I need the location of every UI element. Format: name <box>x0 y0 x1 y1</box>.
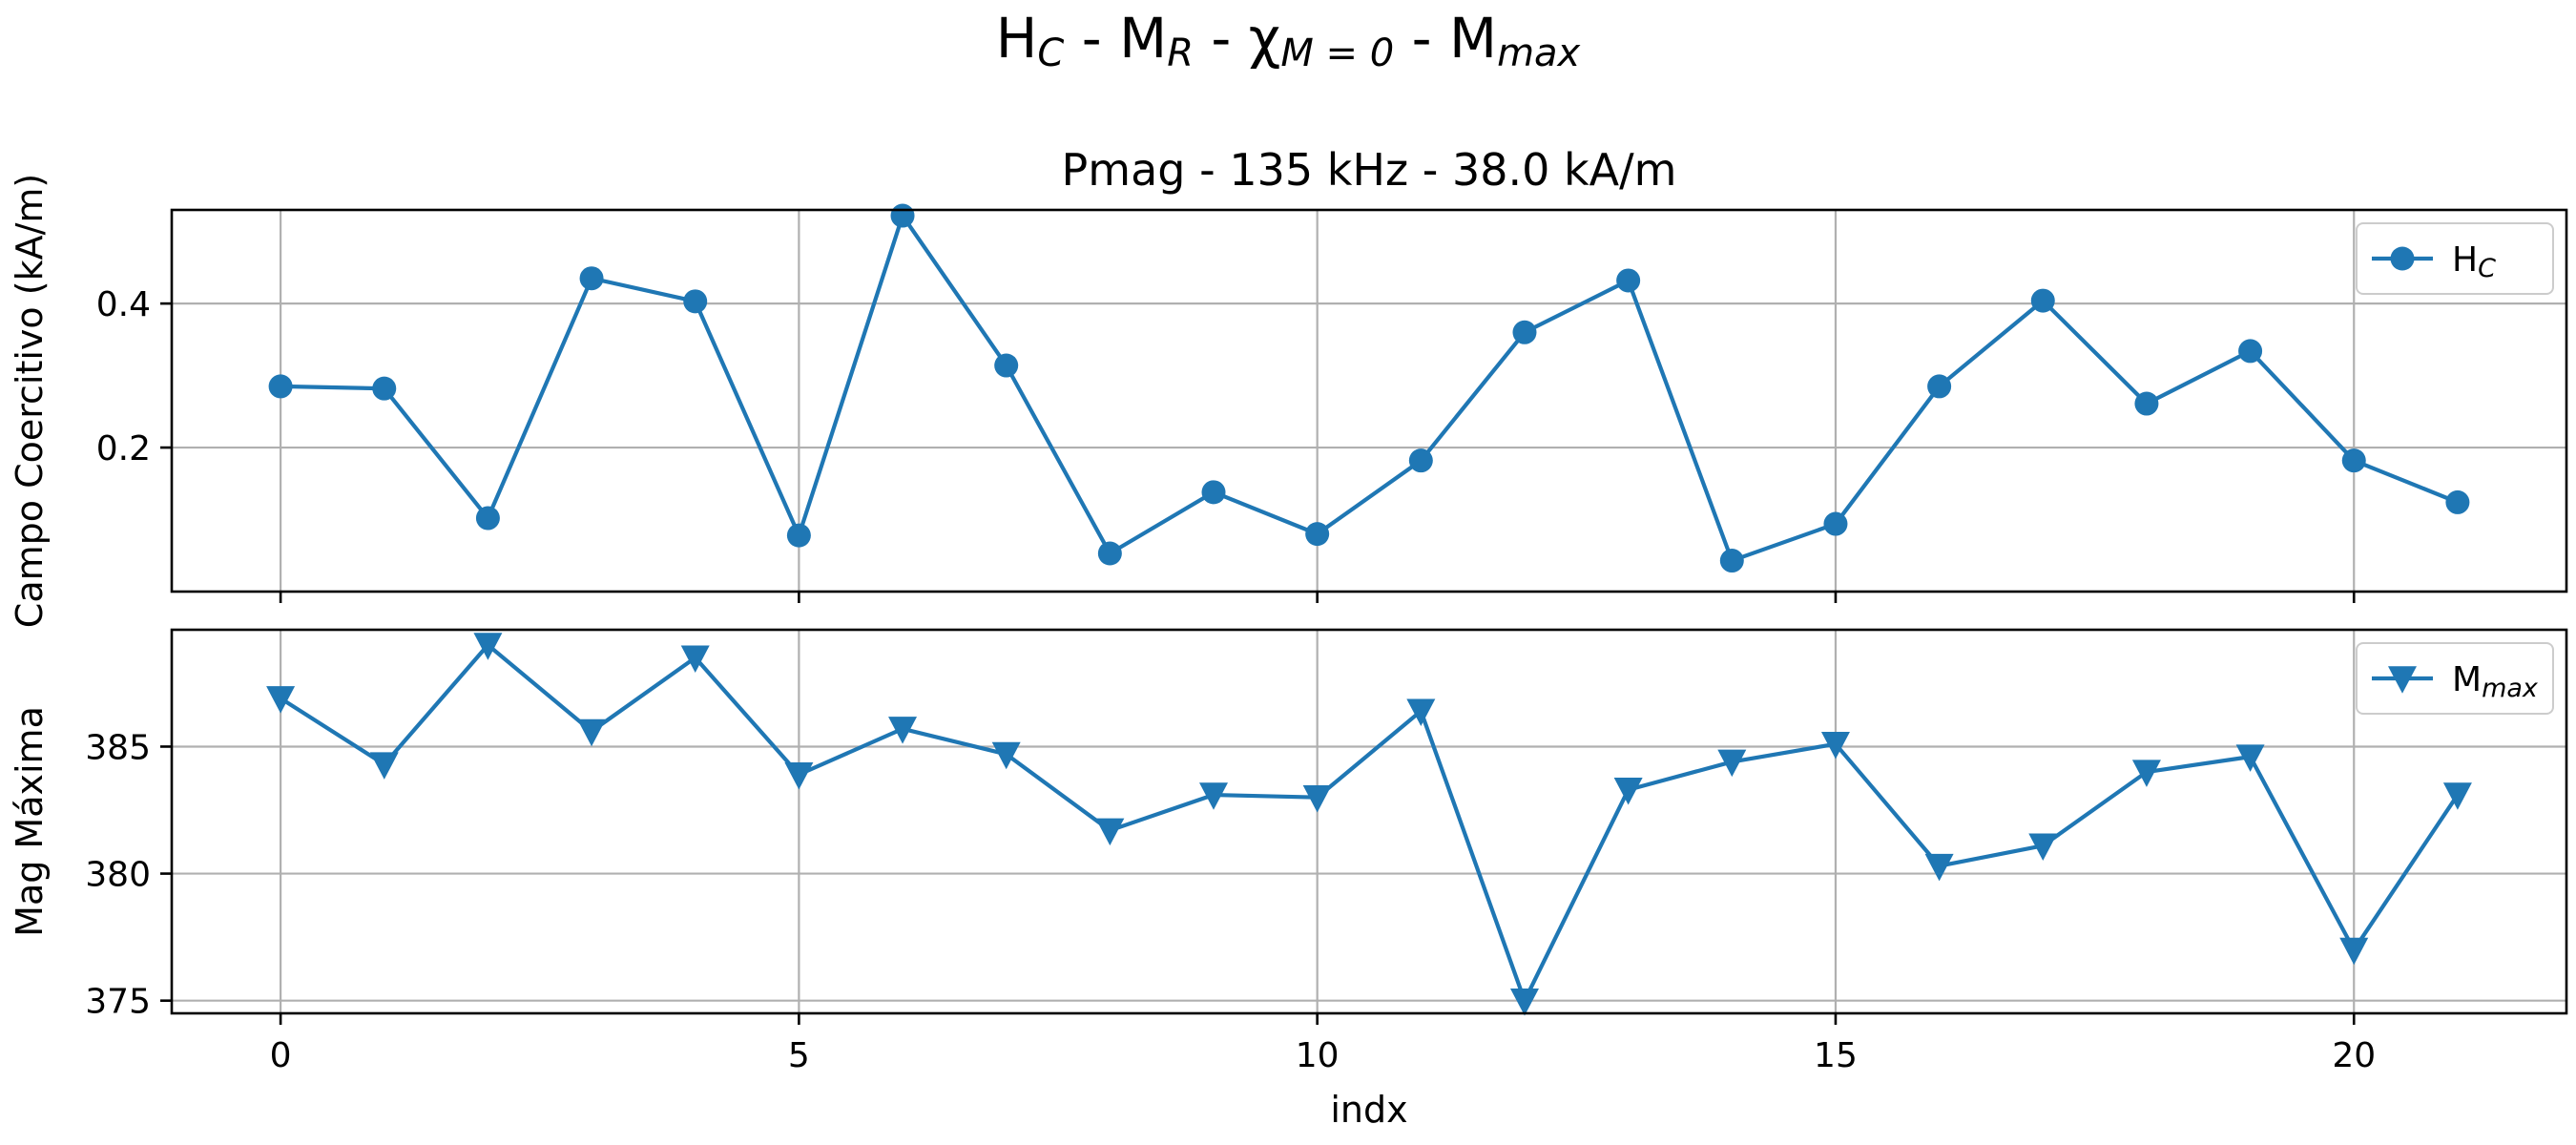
legend-label: HC <box>2452 240 2496 283</box>
data-point <box>1613 777 1643 805</box>
data-point <box>1927 374 1952 399</box>
data-point <box>2238 339 2263 364</box>
data-point <box>1719 549 1744 573</box>
data-point <box>475 506 500 531</box>
x-tick-label: 5 <box>788 1036 810 1075</box>
y-tick-label: 0.4 <box>96 285 151 324</box>
legend-marker <box>2388 666 2417 694</box>
legend-marker <box>2390 246 2415 271</box>
data-point <box>1199 782 1229 810</box>
data-point <box>579 266 604 291</box>
data-point <box>1512 320 1537 344</box>
legend-box <box>2356 642 2554 715</box>
coercive-field-panel: 0.2 0.4 Campo Coercitivo (kA/m) Pmag - 135 … <box>9 144 2568 628</box>
data-point <box>1717 749 1747 778</box>
legend-label: Mmax <box>2452 660 2539 703</box>
data-point <box>369 752 399 780</box>
data-point <box>2445 489 2470 514</box>
data-point <box>2028 833 2058 862</box>
series-line <box>279 642 2460 1003</box>
data-point <box>268 374 293 399</box>
data-point <box>266 686 296 714</box>
x-tick-label: 15 <box>1814 1036 1858 1075</box>
x-tick-label: 20 <box>2332 1036 2376 1075</box>
axes-frame <box>170 628 2568 1015</box>
y-tick-label: 380 <box>85 856 151 895</box>
axes-frame <box>170 208 2568 593</box>
data-point <box>888 717 918 744</box>
data-point <box>1509 988 1539 1016</box>
data-point <box>991 741 1021 770</box>
data-point <box>1302 784 1332 813</box>
data-point <box>2131 760 2161 787</box>
data-point <box>1201 480 1226 505</box>
data-point <box>1408 448 1433 473</box>
data-point <box>1823 511 1848 536</box>
data-point <box>1406 698 1436 726</box>
data-point <box>994 353 1019 378</box>
data-point <box>2030 288 2055 313</box>
data-point <box>683 289 708 314</box>
data-point <box>1095 818 1125 846</box>
max-magnetization-panel: 0 5 10 15 20 indx 375 380 385 Mag Máxima Mmax <box>9 628 2568 1131</box>
data-point <box>784 761 814 790</box>
data-point <box>2339 937 2369 966</box>
data-point <box>1097 541 1122 566</box>
data-point <box>2341 448 2366 473</box>
legend-box <box>2356 222 2554 295</box>
data-point <box>2235 744 2265 772</box>
data-point <box>473 633 503 660</box>
data-point <box>2442 782 2472 810</box>
figure-suptitle: HC - MR - χM = 0 - Mmax <box>996 6 1581 75</box>
data-point <box>680 645 710 674</box>
x-tick-label: 10 <box>1296 1036 1340 1075</box>
y-tick-label: 375 <box>85 983 151 1022</box>
data-point <box>2134 391 2159 416</box>
data-point <box>577 718 607 747</box>
x-axis-label: indx <box>1330 1089 1407 1131</box>
data-point <box>1924 853 1954 882</box>
y-tick-label: 385 <box>85 728 151 767</box>
data-point <box>1305 522 1330 547</box>
data-point <box>786 523 811 548</box>
y-axis-label: Campo Coercitivo (kA/m) <box>9 174 51 628</box>
x-tick-label: 0 <box>270 1036 292 1075</box>
data-point <box>1616 268 1641 293</box>
data-point <box>372 376 397 401</box>
panel-title: Pmag - 135 kHz - 38.0 kA/m <box>1062 144 1677 196</box>
y-axis-label: Mag Máxima <box>9 706 51 937</box>
y-tick-label: 0.2 <box>96 429 151 468</box>
series-line <box>280 213 2459 563</box>
data-point <box>890 203 915 228</box>
data-point <box>1820 732 1850 760</box>
